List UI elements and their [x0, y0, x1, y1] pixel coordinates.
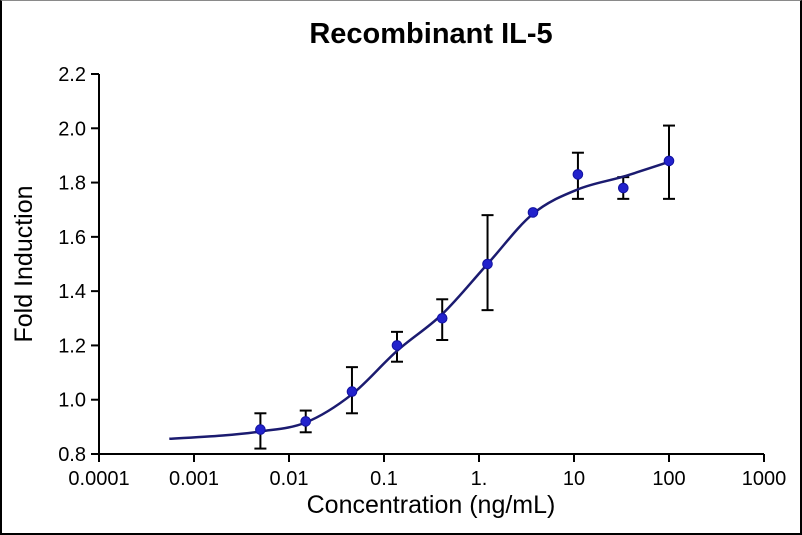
y-tick-label: 2.0	[58, 118, 86, 140]
y-tick-label: 2.2	[58, 64, 86, 86]
x-tick-label: 0.001	[169, 468, 219, 490]
data-point	[663, 155, 675, 167]
x-tick-label: 0.1	[370, 468, 398, 490]
x-tick-label: 0.0001	[68, 468, 129, 490]
y-axis-title: Fold Induction	[10, 185, 38, 342]
data-point	[527, 207, 539, 218]
data-point	[255, 424, 266, 435]
data-point	[618, 182, 629, 194]
x-tick-label: 1000	[742, 468, 787, 490]
chart-title: Recombinant IL-5	[309, 18, 552, 50]
data-point	[482, 258, 493, 270]
data-point	[346, 386, 358, 397]
y-tick-label: 1.6	[58, 227, 86, 249]
x-tick-label: 10	[563, 468, 585, 490]
y-tick-label: 1.0	[58, 390, 86, 412]
y-tick-label: 1.4	[58, 281, 86, 303]
y-tick-label: 1.2	[58, 335, 86, 357]
data-point	[391, 340, 403, 351]
data-point	[300, 416, 312, 427]
y-tick-label: 1.8	[58, 173, 86, 195]
x-axis-title: Concentration (ng/mL)	[307, 491, 556, 519]
x-tick-label: 1.	[471, 468, 488, 490]
data-point	[572, 169, 584, 180]
fit-curve	[169, 160, 670, 441]
x-tick-label: 0.01	[270, 468, 309, 490]
y-tick-label: 0.8	[58, 444, 86, 466]
x-tick-label: 100	[652, 468, 685, 490]
data-point	[436, 313, 448, 324]
plot-area: 0.0001 0.001 0.01 0.1 1. 10 100 1000 0.8 1.0 1.2 1.…	[58, 64, 786, 490]
